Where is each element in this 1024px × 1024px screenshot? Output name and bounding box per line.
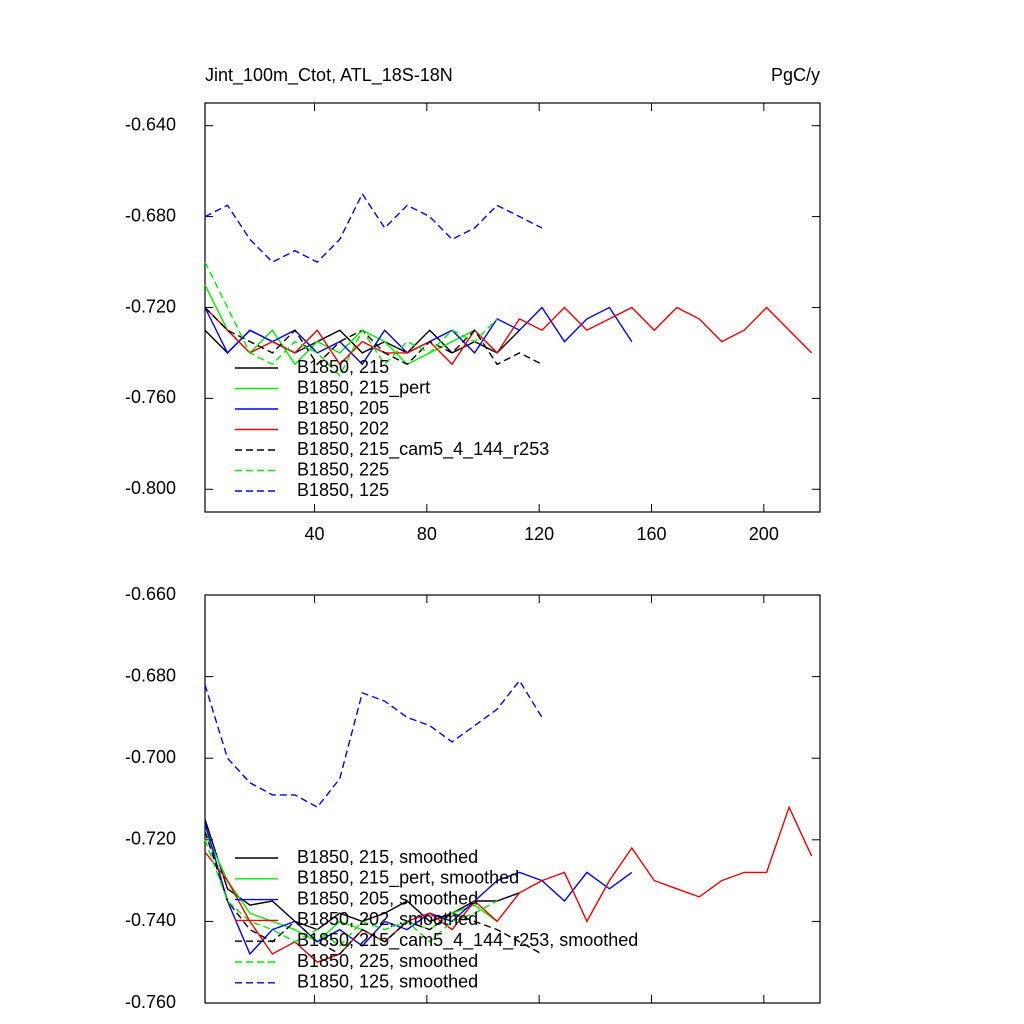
- legend-label: B1850, 225: [297, 459, 389, 479]
- units-label: PgC/y: [771, 65, 820, 85]
- series-line: [204, 284, 498, 366]
- x-tick-label: 200: [749, 524, 779, 544]
- y-tick-label: -0.700: [125, 747, 176, 767]
- legend-label: B1850, 225, smoothed: [297, 951, 478, 971]
- series-line: [204, 306, 633, 366]
- y-tick-label: -0.680: [125, 205, 176, 225]
- y-tick-label: -0.760: [125, 992, 176, 1012]
- legend-label: B1850, 215_cam5_4_144_r253: [297, 439, 549, 460]
- y-tick-label: -0.800: [125, 478, 176, 498]
- series-line: [204, 679, 543, 809]
- series-line: [204, 261, 498, 377]
- legend-label: B1850, 202: [297, 418, 389, 438]
- chart-title: Jint_100m_Ctot, ATL_18S-18N: [205, 65, 453, 86]
- y-tick-label: -0.660: [125, 584, 176, 604]
- x-tick-label: 80: [417, 524, 437, 544]
- x-tick-label: 160: [636, 524, 666, 544]
- legend-label: B1850, 205, smoothed: [297, 888, 478, 908]
- x-tick-label: 40: [305, 524, 325, 544]
- series-line: [204, 839, 498, 947]
- series-line: [204, 831, 543, 955]
- series-line: [204, 805, 813, 964]
- legend-label: B1850, 125, smoothed: [297, 972, 478, 992]
- y-tick-label: -0.720: [125, 829, 176, 849]
- legend-label: B1850, 215, smoothed: [297, 847, 478, 867]
- legend-label: B1850, 215_pert: [297, 377, 430, 398]
- legend-label: B1850, 202, smoothed: [297, 909, 478, 929]
- series-line: [204, 306, 813, 366]
- legend-label: B1850, 215_pert, smoothed: [297, 868, 519, 889]
- y-tick-label: -0.680: [125, 665, 176, 685]
- legend-label: B1850, 215: [297, 357, 389, 377]
- plot-frame: [204, 594, 821, 1004]
- y-tick-label: -0.760: [125, 387, 176, 407]
- legend-label: B1850, 215_cam5_4_144_r253, smoothed: [297, 930, 638, 951]
- series-line: [204, 823, 633, 956]
- x-tick-label: 120: [524, 524, 554, 544]
- y-tick-label: -0.640: [125, 114, 176, 134]
- y-tick-label: -0.720: [125, 296, 176, 316]
- y-tick-label: -0.740: [125, 910, 176, 930]
- series-line: [204, 307, 543, 366]
- series-line: [204, 192, 543, 263]
- legend-label: B1850, 205: [297, 398, 389, 418]
- legend-label: B1850, 125: [297, 480, 389, 500]
